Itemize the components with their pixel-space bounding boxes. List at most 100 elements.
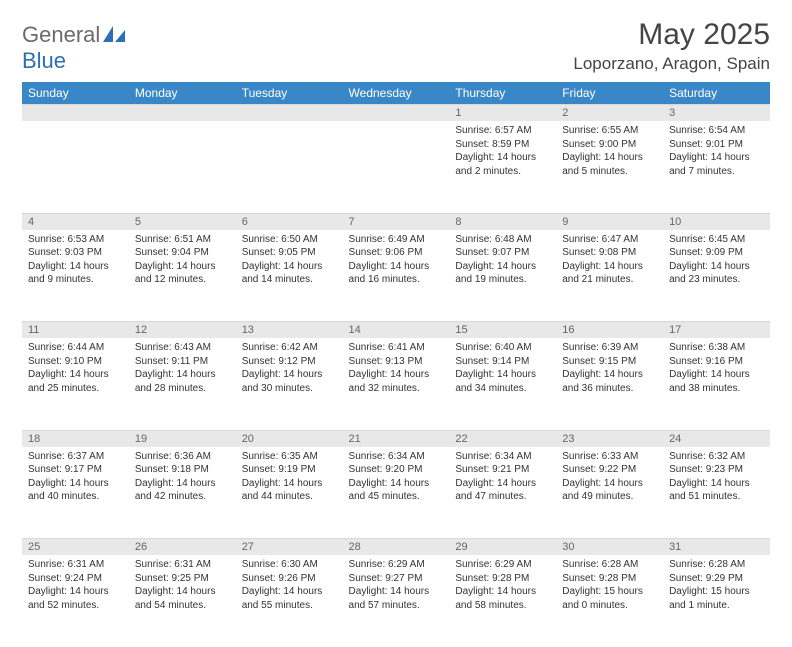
sunrise-text: Sunrise: 6:28 AM bbox=[669, 558, 764, 572]
day-number: 9 bbox=[556, 213, 663, 230]
calendar-cell: Sunrise: 6:38 AMSunset: 9:16 PMDaylight:… bbox=[663, 338, 770, 430]
calendar-cell: Sunrise: 6:34 AMSunset: 9:20 PMDaylight:… bbox=[343, 447, 450, 539]
daylight-text: Daylight: 14 hours and 19 minutes. bbox=[455, 260, 550, 287]
sunset-text: Sunset: 9:14 PM bbox=[455, 355, 550, 369]
week-row: Sunrise: 6:57 AMSunset: 8:59 PMDaylight:… bbox=[22, 121, 770, 213]
calendar-cell: Sunrise: 6:36 AMSunset: 9:18 PMDaylight:… bbox=[129, 447, 236, 539]
day-number: 30 bbox=[556, 539, 663, 556]
daylight-text: Daylight: 14 hours and 58 minutes. bbox=[455, 585, 550, 612]
day-number: 1 bbox=[449, 105, 556, 122]
day-number bbox=[22, 105, 129, 122]
day-number: 4 bbox=[22, 213, 129, 230]
sunrise-text: Sunrise: 6:40 AM bbox=[455, 341, 550, 355]
daylight-text: Daylight: 14 hours and 34 minutes. bbox=[455, 368, 550, 395]
sunrise-text: Sunrise: 6:53 AM bbox=[28, 233, 123, 247]
daylight-text: Daylight: 14 hours and 51 minutes. bbox=[669, 477, 764, 504]
daylight-text: Daylight: 14 hours and 44 minutes. bbox=[242, 477, 337, 504]
daylight-text: Daylight: 14 hours and 49 minutes. bbox=[562, 477, 657, 504]
day-number-row: 123 bbox=[22, 105, 770, 122]
title-block: May 2025 Loporzano, Aragon, Spain bbox=[573, 18, 770, 74]
day-number: 28 bbox=[343, 539, 450, 556]
calendar-cell: Sunrise: 6:29 AMSunset: 9:27 PMDaylight:… bbox=[343, 555, 450, 647]
sunrise-text: Sunrise: 6:29 AM bbox=[455, 558, 550, 572]
sunset-text: Sunset: 9:28 PM bbox=[455, 572, 550, 586]
day-header: Sunday bbox=[22, 82, 129, 105]
daylight-text: Daylight: 14 hours and 28 minutes. bbox=[135, 368, 230, 395]
day-number: 10 bbox=[663, 213, 770, 230]
day-number-row: 11121314151617 bbox=[22, 322, 770, 339]
daylight-text: Daylight: 14 hours and 12 minutes. bbox=[135, 260, 230, 287]
week-row: Sunrise: 6:37 AMSunset: 9:17 PMDaylight:… bbox=[22, 447, 770, 539]
calendar-cell: Sunrise: 6:42 AMSunset: 9:12 PMDaylight:… bbox=[236, 338, 343, 430]
sunset-text: Sunset: 9:29 PM bbox=[669, 572, 764, 586]
sunrise-text: Sunrise: 6:54 AM bbox=[669, 124, 764, 138]
calendar-cell: Sunrise: 6:45 AMSunset: 9:09 PMDaylight:… bbox=[663, 230, 770, 322]
sunrise-text: Sunrise: 6:43 AM bbox=[135, 341, 230, 355]
calendar-cell: Sunrise: 6:31 AMSunset: 9:24 PMDaylight:… bbox=[22, 555, 129, 647]
daylight-text: Daylight: 14 hours and 5 minutes. bbox=[562, 151, 657, 178]
calendar-cell: Sunrise: 6:44 AMSunset: 9:10 PMDaylight:… bbox=[22, 338, 129, 430]
day-number: 21 bbox=[343, 430, 450, 447]
day-number-row: 45678910 bbox=[22, 213, 770, 230]
sunrise-text: Sunrise: 6:30 AM bbox=[242, 558, 337, 572]
daylight-text: Daylight: 14 hours and 36 minutes. bbox=[562, 368, 657, 395]
location-subtitle: Loporzano, Aragon, Spain bbox=[573, 54, 770, 74]
calendar-cell: Sunrise: 6:29 AMSunset: 9:28 PMDaylight:… bbox=[449, 555, 556, 647]
daylight-text: Daylight: 14 hours and 7 minutes. bbox=[669, 151, 764, 178]
sunset-text: Sunset: 9:09 PM bbox=[669, 246, 764, 260]
sunset-text: Sunset: 9:03 PM bbox=[28, 246, 123, 260]
week-row: Sunrise: 6:31 AMSunset: 9:24 PMDaylight:… bbox=[22, 555, 770, 647]
calendar-cell: Sunrise: 6:35 AMSunset: 9:19 PMDaylight:… bbox=[236, 447, 343, 539]
daylight-text: Daylight: 14 hours and 54 minutes. bbox=[135, 585, 230, 612]
day-number: 18 bbox=[22, 430, 129, 447]
sunset-text: Sunset: 9:01 PM bbox=[669, 138, 764, 152]
day-number: 14 bbox=[343, 322, 450, 339]
sunset-text: Sunset: 9:04 PM bbox=[135, 246, 230, 260]
calendar-cell: Sunrise: 6:28 AMSunset: 9:29 PMDaylight:… bbox=[663, 555, 770, 647]
calendar-cell: Sunrise: 6:55 AMSunset: 9:00 PMDaylight:… bbox=[556, 121, 663, 213]
day-header: Thursday bbox=[449, 82, 556, 105]
daylight-text: Daylight: 14 hours and 42 minutes. bbox=[135, 477, 230, 504]
daylight-text: Daylight: 14 hours and 45 minutes. bbox=[349, 477, 444, 504]
sunrise-text: Sunrise: 6:34 AM bbox=[349, 450, 444, 464]
daylight-text: Daylight: 14 hours and 47 minutes. bbox=[455, 477, 550, 504]
daylight-text: Daylight: 14 hours and 30 minutes. bbox=[242, 368, 337, 395]
calendar-body: 123Sunrise: 6:57 AMSunset: 8:59 PMDaylig… bbox=[22, 105, 770, 647]
daylight-text: Daylight: 14 hours and 32 minutes. bbox=[349, 368, 444, 395]
sunset-text: Sunset: 9:21 PM bbox=[455, 463, 550, 477]
week-row: Sunrise: 6:44 AMSunset: 9:10 PMDaylight:… bbox=[22, 338, 770, 430]
sunrise-text: Sunrise: 6:35 AM bbox=[242, 450, 337, 464]
daylight-text: Daylight: 15 hours and 1 minute. bbox=[669, 585, 764, 612]
calendar-cell: Sunrise: 6:31 AMSunset: 9:25 PMDaylight:… bbox=[129, 555, 236, 647]
sunset-text: Sunset: 9:06 PM bbox=[349, 246, 444, 260]
day-number: 23 bbox=[556, 430, 663, 447]
sunset-text: Sunset: 9:00 PM bbox=[562, 138, 657, 152]
sunrise-text: Sunrise: 6:31 AM bbox=[28, 558, 123, 572]
sunrise-text: Sunrise: 6:50 AM bbox=[242, 233, 337, 247]
calendar-cell: Sunrise: 6:49 AMSunset: 9:06 PMDaylight:… bbox=[343, 230, 450, 322]
calendar-cell bbox=[343, 121, 450, 213]
calendar-table: Sunday Monday Tuesday Wednesday Thursday… bbox=[22, 82, 770, 647]
sunrise-text: Sunrise: 6:49 AM bbox=[349, 233, 444, 247]
daylight-text: Daylight: 14 hours and 40 minutes. bbox=[28, 477, 123, 504]
calendar-cell: Sunrise: 6:47 AMSunset: 9:08 PMDaylight:… bbox=[556, 230, 663, 322]
sunset-text: Sunset: 9:20 PM bbox=[349, 463, 444, 477]
daylight-text: Daylight: 14 hours and 21 minutes. bbox=[562, 260, 657, 287]
day-number: 31 bbox=[663, 539, 770, 556]
calendar-cell: Sunrise: 6:41 AMSunset: 9:13 PMDaylight:… bbox=[343, 338, 450, 430]
sunrise-text: Sunrise: 6:33 AM bbox=[562, 450, 657, 464]
header: GeneralBlue May 2025 Loporzano, Aragon, … bbox=[22, 18, 770, 74]
sunset-text: Sunset: 9:19 PM bbox=[242, 463, 337, 477]
sunset-text: Sunset: 9:10 PM bbox=[28, 355, 123, 369]
day-number-row: 18192021222324 bbox=[22, 430, 770, 447]
sunset-text: Sunset: 9:26 PM bbox=[242, 572, 337, 586]
sunset-text: Sunset: 9:13 PM bbox=[349, 355, 444, 369]
daylight-text: Daylight: 14 hours and 25 minutes. bbox=[28, 368, 123, 395]
sunrise-text: Sunrise: 6:48 AM bbox=[455, 233, 550, 247]
day-header-row: Sunday Monday Tuesday Wednesday Thursday… bbox=[22, 82, 770, 105]
sunrise-text: Sunrise: 6:42 AM bbox=[242, 341, 337, 355]
day-header: Saturday bbox=[663, 82, 770, 105]
day-number: 17 bbox=[663, 322, 770, 339]
day-header: Monday bbox=[129, 82, 236, 105]
page-title: May 2025 bbox=[573, 18, 770, 52]
